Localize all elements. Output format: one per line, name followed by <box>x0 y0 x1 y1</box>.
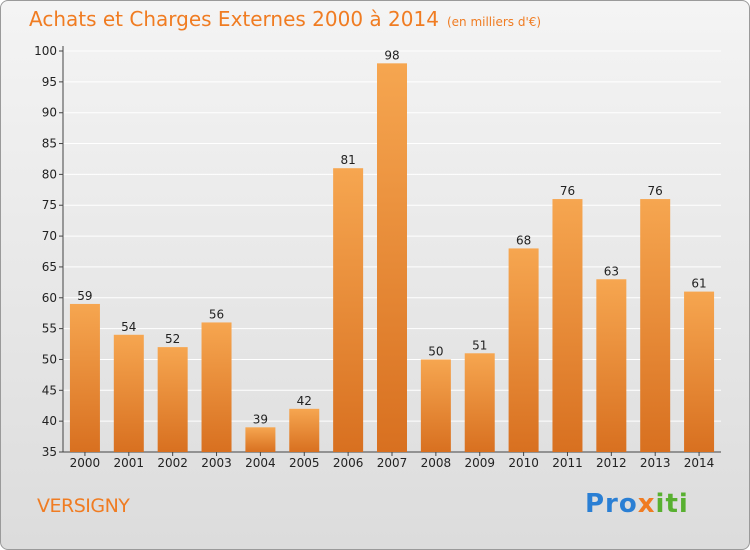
y-tick-label: 95 <box>42 75 57 89</box>
bar-value-label: 98 <box>384 48 399 62</box>
bar-value-label: 63 <box>604 264 619 278</box>
bar-value-label: 68 <box>516 233 531 247</box>
bar <box>333 168 364 452</box>
bar-value-label: 51 <box>472 338 487 352</box>
y-tick-label: 65 <box>42 260 57 274</box>
y-tick-label: 85 <box>42 137 57 151</box>
y-tick-label: 50 <box>42 352 57 366</box>
x-tick-label: 2009 <box>464 456 495 470</box>
bar-value-label: 56 <box>209 307 224 321</box>
bar <box>289 408 320 452</box>
chart-subtitle: (en milliers d'€) <box>446 15 542 29</box>
logo-part-3: iti <box>655 489 689 519</box>
bar-value-label: 76 <box>648 184 663 198</box>
bar <box>552 199 583 452</box>
y-tick-label: 40 <box>42 414 57 428</box>
commune-name: VERSIGNY <box>37 495 130 517</box>
x-tick-label: 2003 <box>201 456 232 470</box>
bar-value-label: 39 <box>253 412 268 426</box>
x-tick-label: 2005 <box>289 456 320 470</box>
x-tick-label: 2006 <box>333 456 364 470</box>
bar <box>157 347 188 452</box>
y-tick-label: 45 <box>42 383 57 397</box>
bar <box>596 279 627 452</box>
bar <box>201 322 232 452</box>
y-tick-label: 55 <box>42 322 57 336</box>
bar <box>464 353 495 452</box>
bar <box>69 303 100 452</box>
x-tick-label: 2004 <box>245 456 276 470</box>
y-tick-label: 80 <box>42 167 57 181</box>
bar-value-label: 50 <box>428 344 443 358</box>
logo-part-1: Pro <box>585 489 638 519</box>
x-tick-label: 2000 <box>70 456 101 470</box>
proxiti-logo: Proxiti <box>585 489 689 519</box>
y-tick-label: 35 <box>42 445 57 459</box>
chart-title: Achats et Charges Externes 2000 à 2014 (e… <box>29 7 541 31</box>
x-tick-label: 2007 <box>377 456 408 470</box>
x-tick-label: 2013 <box>640 456 671 470</box>
x-tick-label: 2008 <box>421 456 452 470</box>
bar <box>508 248 539 452</box>
chart-title-text: Achats et Charges Externes 2000 à 2014 <box>29 7 439 31</box>
y-tick-label: 70 <box>42 229 57 243</box>
y-tick-label: 75 <box>42 198 57 212</box>
x-tick-label: 2012 <box>596 456 627 470</box>
bar-value-label: 59 <box>77 289 92 303</box>
bar-value-label: 61 <box>691 277 706 291</box>
bar-value-label: 76 <box>560 184 575 198</box>
y-tick-label: 60 <box>42 291 57 305</box>
x-tick-label: 2011 <box>552 456 583 470</box>
logo-part-2: x <box>637 489 656 519</box>
bar <box>245 427 276 452</box>
bar-value-label: 54 <box>121 320 136 334</box>
bar-value-label: 42 <box>297 394 312 408</box>
bar-value-label: 52 <box>165 332 180 346</box>
bar <box>113 334 144 452</box>
bar <box>420 359 451 452</box>
bar <box>377 63 407 452</box>
x-tick-label: 2014 <box>684 456 715 470</box>
x-tick-label: 2002 <box>157 456 188 470</box>
bar-value-label: 81 <box>340 153 355 167</box>
bar <box>684 291 715 452</box>
bar <box>640 199 671 452</box>
x-tick-label: 2001 <box>114 456 145 470</box>
y-tick-label: 90 <box>42 106 57 120</box>
x-tick-label: 2010 <box>508 456 539 470</box>
y-tick-label: 100 <box>34 44 57 58</box>
